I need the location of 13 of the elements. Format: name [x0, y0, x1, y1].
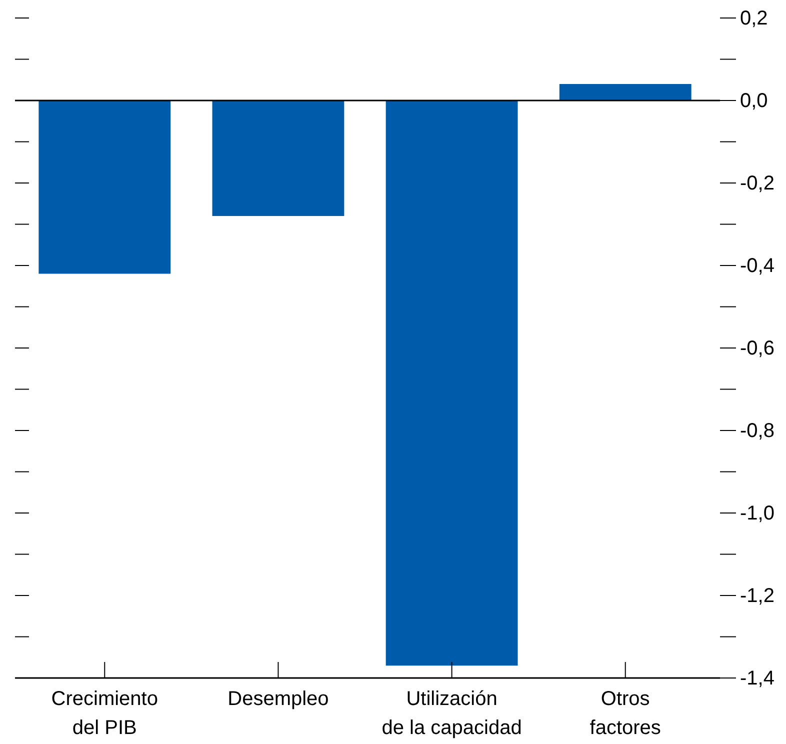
- y-tick-label: -0,8: [740, 420, 774, 442]
- x-tick-label: Crecimiento del PIB: [51, 688, 158, 739]
- y-tick-label: 0,2: [740, 7, 768, 30]
- x-tick-label: Otros factores: [590, 688, 661, 739]
- y-tick-label: -1,2: [740, 584, 774, 607]
- y-tick-label: -0,2: [740, 172, 774, 194]
- x-tick-label: Utilización de la capacidad: [382, 688, 522, 739]
- y-tick-label: -0,6: [740, 337, 774, 360]
- y-tick-label: 0,0: [740, 90, 768, 112]
- y-tick-label: -0,4: [740, 254, 774, 277]
- y-tick-label: -1,4: [740, 667, 774, 690]
- y-tick-label: -1,0: [740, 502, 774, 524]
- x-tick-label: Desempleo: [228, 688, 329, 710]
